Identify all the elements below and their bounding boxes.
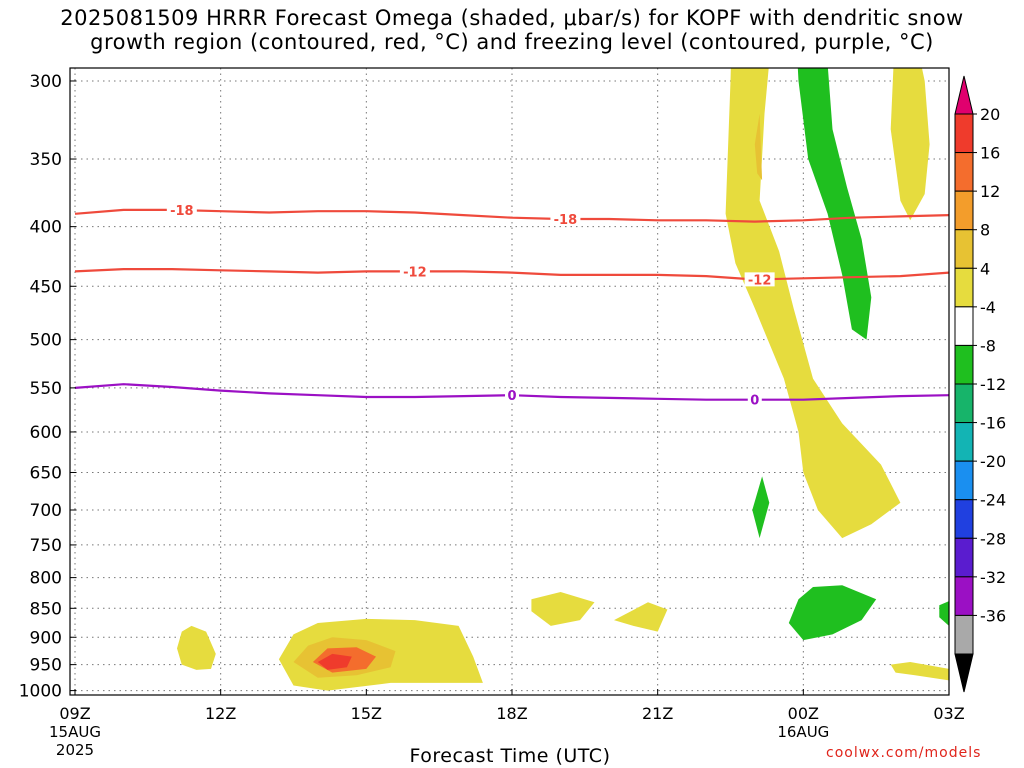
colorbar-box-0: [954, 113, 974, 154]
x-tick-label-21Z: 21Z: [642, 704, 673, 723]
contour-line--18: [74, 208, 949, 223]
colorbar-label-8: -16: [980, 414, 1006, 433]
colorbar-box-9: [954, 460, 974, 501]
omega-region--4-15: [939, 601, 949, 626]
y-tick-label-450: 450: [30, 277, 62, 297]
colorbar-box-7: [954, 383, 974, 424]
colorbar-box-2: [954, 190, 974, 231]
chart-title: 2025081509 HRRR Forecast Omega (shaded, …: [0, 6, 1024, 54]
x-tick-sublabel-09Z-0: 15AUG: [49, 723, 101, 741]
x-tick-label-18Z: 18Z: [496, 704, 527, 723]
y-tick-label-950: 950: [30, 656, 62, 676]
omega-region--4-13: [788, 585, 877, 641]
x-tick-label-03Z: 03Z: [933, 704, 964, 723]
contour-label--12-0: -12: [403, 265, 427, 280]
colorbar-label-2: 12: [980, 182, 1000, 201]
chart-title-line-1: 2025081509 HRRR Forecast Omega (shaded, …: [60, 6, 964, 30]
contour-label-bg--18-0: [166, 203, 197, 218]
colorbar-label-3: 8: [980, 221, 990, 240]
omega-region--4-12: [797, 68, 872, 340]
colorbar-box-1: [954, 152, 974, 192]
chart-title-line-2: growth region (contoured, red, °C) and f…: [90, 30, 934, 54]
colorbar: 20 16 12 8 4 -4 -8 -12 -16 -20 -24 -28 -32 -36: [954, 75, 1006, 693]
colorbar-box-11: [954, 537, 974, 578]
omega-shading-layer: [177, 68, 949, 691]
y-tick-label-600: 600: [30, 423, 62, 443]
omega-region-8-11: [754, 113, 763, 181]
y-tick-label-400: 400: [30, 218, 62, 238]
omega-region-4-6: [614, 602, 668, 632]
omega-region--4-14: [752, 476, 770, 539]
credit-link[interactable]: coolwx.com/models: [826, 745, 982, 761]
y-tick-label-900: 900: [30, 628, 62, 648]
omega-region-4-7: [890, 662, 949, 681]
contour-label-bg--18-1: [550, 211, 581, 226]
y-tick-label-650: 650: [30, 463, 62, 483]
colorbar-label-9: -20: [980, 452, 1006, 471]
y-tick-label-700: 700: [30, 501, 62, 521]
colorbar-label-13: -36: [980, 606, 1006, 625]
x-tick-sublabel-00Z-0: 16AUG: [777, 723, 829, 741]
colorbar-box-13: [954, 614, 974, 655]
x-tick-sublabel-09Z-1: 2025: [56, 741, 94, 759]
y-axis: 2503003504004505005506006507007508008509…: [19, 72, 76, 702]
contour-label--18-1: -18: [554, 213, 578, 228]
colorbar-box-10: [954, 499, 974, 539]
y-tick-label-300: 300: [30, 72, 62, 92]
x-tick-label-00Z: 00Z: [788, 704, 819, 723]
colorbar-label-6: -8: [980, 336, 996, 355]
y-tick-label-350: 350: [30, 150, 62, 170]
colorbar-top-triangle: [954, 75, 974, 115]
colorbar-box-4: [954, 267, 974, 308]
omega-region-4-5: [531, 592, 595, 626]
colorbar-box-12: [954, 576, 974, 616]
x-axis-label: Forecast Time (UTC): [409, 745, 611, 767]
colorbar-box-8: [954, 422, 974, 462]
y-tick-label-750: 750: [30, 536, 62, 556]
colorbar-label-5: -4: [980, 298, 996, 317]
colorbar-label-11: -28: [980, 529, 1006, 548]
omega-region-4-0: [725, 68, 901, 539]
contour-label-0-0: 0: [507, 389, 516, 404]
contour-label-bg--12-0: [399, 264, 430, 279]
y-tick-label-500: 500: [30, 331, 62, 351]
colorbar-box-5: [954, 306, 974, 346]
x-tick-label-12Z: 12Z: [205, 704, 236, 723]
contour-label--12-1: -12: [748, 273, 772, 288]
omega-region-4-1: [890, 68, 930, 221]
y-tick-label-800: 800: [30, 569, 62, 589]
y-tick-label-550: 550: [30, 379, 62, 399]
contour-label-layer: -18 -18 -12 -12 0 0: [166, 203, 775, 409]
contour-label-bg-0-0: [505, 388, 519, 403]
plot-frame: [69, 67, 950, 696]
colorbar-box-3: [954, 229, 974, 269]
colorbar-label-12: -32: [980, 568, 1006, 587]
omega-region-16-10: [317, 653, 352, 670]
colorbar-label-7: -12: [980, 375, 1006, 394]
contour-label-0-1: 0: [750, 394, 759, 409]
colorbar-bottom-triangle: [954, 653, 974, 693]
x-tick-label-15Z: 15Z: [351, 704, 382, 723]
colorbar-label-0: 20: [980, 105, 1000, 124]
omega-region-4-3: [177, 625, 216, 670]
contour-label-bg--12-1: [744, 272, 775, 287]
x-tick-label-09Z: 09Z: [59, 704, 90, 723]
contour-label--18-0: -18: [170, 204, 194, 219]
colorbar-label-4: 4: [980, 259, 990, 278]
colorbar-box-6: [954, 344, 974, 385]
contour-line--12: [74, 268, 949, 281]
y-tick-label-850: 850: [30, 599, 62, 619]
contour-label-bg-0-1: [747, 392, 762, 407]
y-tick-label-1000: 1000: [19, 682, 62, 702]
colorbar-label-10: -24: [980, 491, 1006, 510]
colorbar-label-1: 16: [980, 144, 1000, 163]
